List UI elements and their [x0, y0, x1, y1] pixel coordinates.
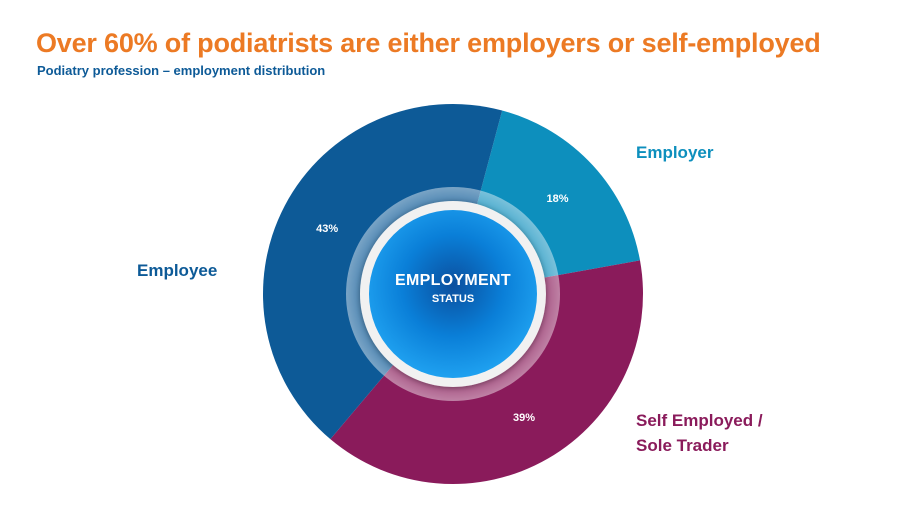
label-self-line1: Self Employed /	[636, 411, 763, 430]
center-label: EMPLOYMENT STATUS	[353, 272, 553, 305]
label-self-line2: Sole Trader	[636, 436, 729, 455]
chart-subtitle: Podiatry profession – employment distrib…	[37, 63, 326, 78]
value-label-self-employed-sole-trader: 39%	[513, 412, 535, 424]
label-self-employed: Self Employed / Sole Trader	[636, 408, 763, 458]
value-label-employee: 43%	[316, 223, 338, 235]
label-employer: Employer	[636, 143, 714, 162]
center-label-main: EMPLOYMENT	[395, 272, 511, 289]
label-employee: Employee	[137, 261, 218, 280]
chart-title: Over 60% of podiatrists are either emplo…	[36, 28, 821, 58]
center-circle	[369, 210, 537, 378]
center-label-sub: STATUS	[431, 293, 475, 305]
value-label-employer: 18%	[547, 193, 569, 205]
